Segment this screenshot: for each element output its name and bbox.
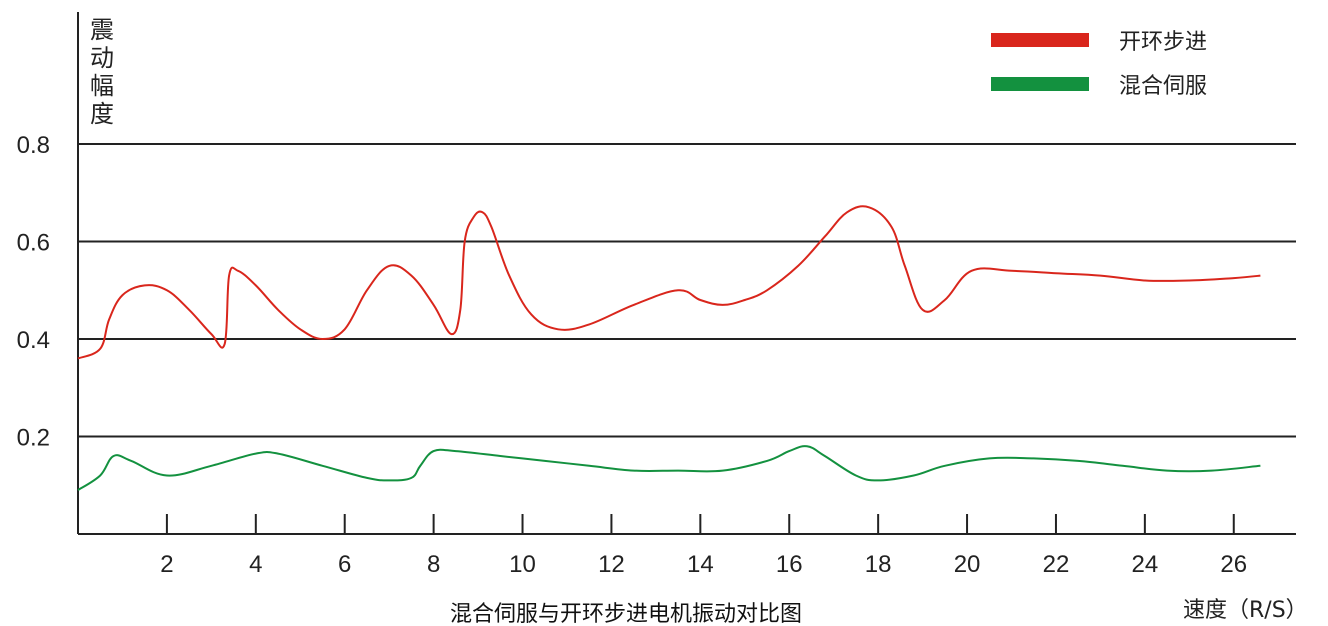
y-axis-label-char: 动 [90, 44, 114, 72]
y-axis-label-char: 度 [90, 100, 114, 128]
x-tick-label: 2 [160, 551, 173, 578]
legend-swatch-open-loop-stepper [991, 33, 1089, 47]
series-line-open-loop-stepper [77, 205, 1261, 360]
chart-title: 混合伺服与开环步进电机振动对比图 [450, 602, 802, 626]
x-tick-label: 26 [1220, 551, 1247, 578]
series-line-hybrid-servo [77, 445, 1261, 491]
x-tick-label: 22 [1043, 551, 1070, 578]
legend-label-open-loop-stepper: 开环步进 [1119, 30, 1207, 55]
y-tick-label: 0.2 [17, 425, 50, 452]
x-tick-label: 14 [687, 551, 714, 578]
y-tick-label: 0.6 [17, 230, 50, 257]
x-axis-ticks: 2 4 6 8 10 12 14 16 18 20 22 24 26 [160, 514, 1247, 578]
x-tick-label: 12 [598, 551, 625, 578]
x-tick-label: 8 [427, 551, 440, 578]
x-tick-label: 16 [776, 551, 803, 578]
x-tick-label: 24 [1132, 551, 1159, 578]
x-tick-label: 18 [865, 551, 892, 578]
y-axis-label-char: 幅 [90, 72, 114, 100]
x-tick-label: 6 [338, 551, 351, 578]
x-tick-label: 10 [509, 551, 536, 578]
series-group [77, 205, 1261, 491]
y-axis-label: 震 动 幅 度 [90, 16, 114, 128]
y-tick-label: 0.4 [17, 327, 50, 354]
y-axis-ticks: 0.2 0.4 0.6 0.8 [17, 132, 50, 452]
x-tick-label: 4 [249, 551, 262, 578]
y-axis-label-char: 震 [90, 16, 114, 44]
legend-swatch-hybrid-servo [991, 77, 1089, 91]
legend: 开环步进 混合伺服 [991, 30, 1207, 99]
grid-lines [78, 143, 1296, 438]
x-tick-label: 20 [954, 551, 981, 578]
x-axis-label: 速度（R/S） [1183, 598, 1308, 623]
y-tick-label: 0.8 [17, 132, 50, 159]
legend-label-hybrid-servo: 混合伺服 [1119, 74, 1207, 99]
